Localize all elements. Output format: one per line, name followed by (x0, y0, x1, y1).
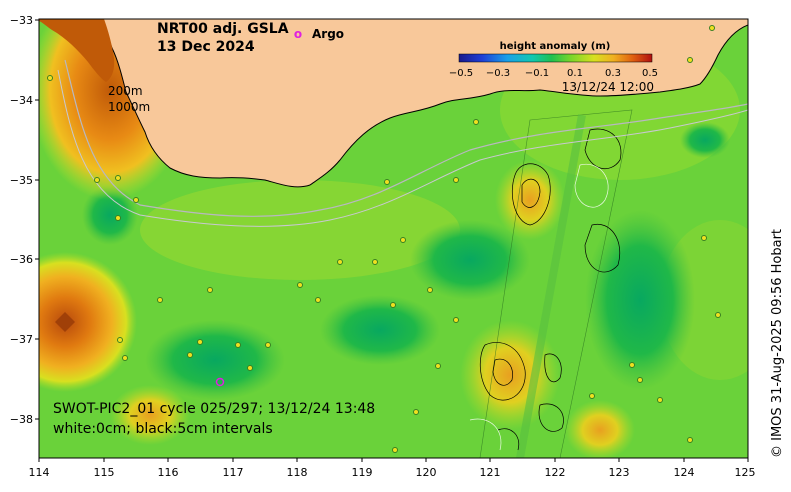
colorbar: height anomaly (m) −0.5 −0.3 −0.1 0.1 0.… (449, 41, 658, 94)
high-anomaly-south (460, 320, 560, 430)
colorbar-tick-1: −0.5 (449, 68, 473, 79)
colorbar-tick-6: 0.5 (642, 68, 658, 79)
isobath-1000m (57, 69, 748, 227)
colorbar-timestamp: 13/12/24 12:00 (562, 80, 654, 94)
colorbar-tick-2: −0.3 (486, 68, 510, 79)
plot-frame (38, 18, 749, 459)
x-axis-labels: 114 115 116 117 118 119 120 121 122 123 … (29, 466, 756, 479)
depth-label-200m: 200m (108, 84, 143, 98)
contour-lines (479, 128, 622, 451)
y-label-36: −36 (10, 253, 33, 266)
x-label-115: 115 (94, 466, 115, 479)
map-plot-area (39, 19, 748, 458)
isobath-200m (64, 59, 748, 217)
map-title: NRT00 adj. GSLA (157, 21, 289, 37)
observation-dots (47, 25, 721, 453)
swot-pass-info: SWOT-PIC2_01 cycle 025/297; 13/12/24 13:… (53, 401, 375, 417)
map-date: 13 Dec 2024 (157, 39, 255, 55)
x-label-118: 118 (287, 466, 308, 479)
contour-legend: white:0cm; black:5cm intervals (53, 421, 273, 437)
x-label-114: 114 (29, 466, 50, 479)
x-label-125: 125 (735, 466, 756, 479)
axis-ticks (35, 19, 749, 462)
x-label-124: 124 (674, 466, 695, 479)
colorbar-title: height anomaly (m) (500, 41, 611, 52)
y-axis-labels: −33 −34 −35 −36 −37 −38 (10, 14, 33, 426)
colorbar-tick-3: −0.1 (525, 68, 549, 79)
y-label-34: −34 (10, 94, 33, 107)
y-label-38: −38 (10, 413, 33, 426)
y-label-35: −35 (10, 174, 33, 187)
x-label-116: 116 (158, 466, 179, 479)
low-anomaly-southwest (145, 320, 285, 400)
colorbar-scale (458, 53, 653, 63)
x-label-117: 117 (223, 466, 244, 479)
colorbar-tick-4: 0.1 (567, 68, 583, 79)
high-anomaly-west (39, 252, 137, 392)
x-label-121: 121 (480, 466, 501, 479)
copyright-credit: © IMOS 31-Aug-2025 09:56 Hobart (770, 229, 785, 458)
x-label-119: 119 (352, 466, 373, 479)
x-label-122: 122 (545, 466, 566, 479)
y-label-33: −33 (10, 14, 33, 27)
colorbar-tick-5: 0.3 (605, 68, 621, 79)
x-label-123: 123 (609, 466, 630, 479)
x-label-120: 120 (416, 466, 437, 479)
y-label-37: −37 (10, 333, 33, 346)
argo-float-marker (215, 377, 225, 387)
low-anomaly-east (585, 210, 695, 390)
depth-label-1000m: 1000m (108, 100, 150, 114)
swot-swath (479, 109, 633, 458)
argo-legend-label: Argo (312, 27, 344, 41)
argo-legend-icon: o (294, 27, 302, 41)
